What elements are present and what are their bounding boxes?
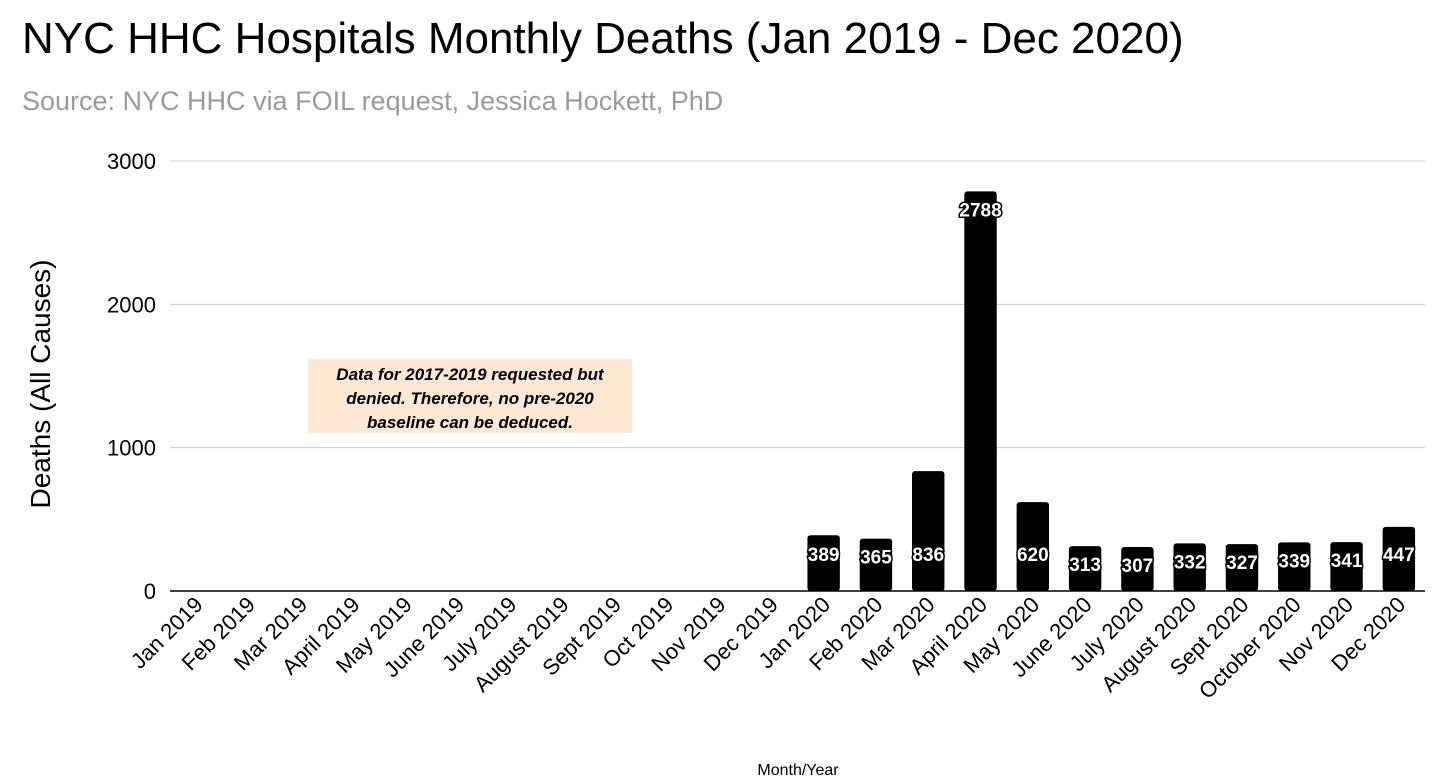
data-label: 365 bbox=[860, 548, 892, 569]
bar bbox=[859, 538, 893, 591]
data-label: 2788 bbox=[959, 200, 1001, 221]
bar bbox=[1382, 526, 1416, 591]
bar bbox=[1278, 542, 1311, 591]
x-axis-title: Month/Year bbox=[757, 762, 839, 777]
y-tick-label: 2000 bbox=[107, 292, 156, 317]
chart-title: NYC HHC Hospitals Monthly Deaths (Jan 20… bbox=[22, 14, 1184, 63]
data-label: 313 bbox=[1069, 555, 1101, 576]
data-label: 327 bbox=[1226, 553, 1258, 574]
bar bbox=[1121, 546, 1154, 591]
bar bbox=[807, 535, 840, 591]
bar bbox=[964, 191, 997, 592]
bar bbox=[1173, 543, 1206, 591]
y-tick-label: 0 bbox=[144, 579, 156, 604]
bar bbox=[1016, 502, 1050, 591]
chart-subtitle: Source: NYC HHC via FOIL request, Jessic… bbox=[22, 86, 724, 116]
bar bbox=[1068, 546, 1102, 591]
data-label: 836 bbox=[912, 545, 944, 566]
data-label: 447 bbox=[1383, 545, 1415, 566]
data-label: 620 bbox=[1017, 545, 1049, 566]
data-label: 332 bbox=[1174, 552, 1206, 573]
y-axis-title: Deaths (All Causes) bbox=[25, 260, 56, 509]
data-label: 389 bbox=[808, 545, 840, 566]
data-label: 307 bbox=[1122, 556, 1154, 577]
bar bbox=[1225, 544, 1259, 591]
annotation-note: Data for 2017-2019 requested but denied.… bbox=[308, 359, 632, 433]
y-tick-label: 3000 bbox=[107, 149, 156, 174]
bar bbox=[1330, 542, 1363, 591]
data-label: 339 bbox=[1278, 551, 1310, 572]
data-label: 341 bbox=[1331, 551, 1363, 572]
bar bbox=[912, 471, 945, 591]
y-tick-label: 1000 bbox=[107, 436, 156, 461]
